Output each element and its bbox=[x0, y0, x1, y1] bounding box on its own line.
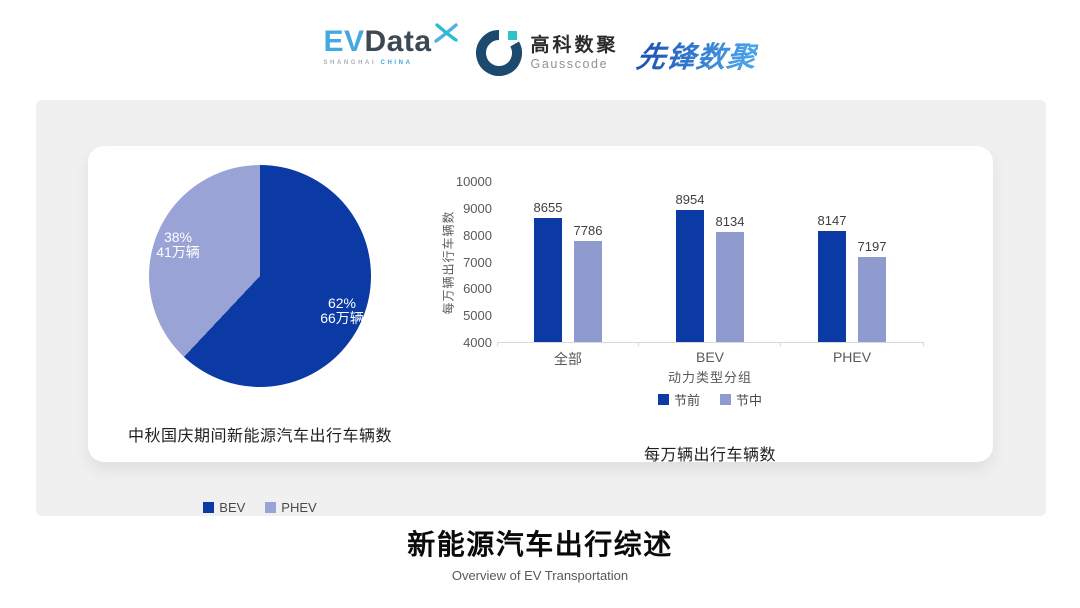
gausscode-logo: 高科数聚 Gausscode bbox=[475, 30, 619, 76]
legend-item-节前: 节前 bbox=[657, 390, 700, 409]
x-axis-tick-mark bbox=[638, 342, 640, 346]
bar-value-label: 8134 bbox=[715, 213, 745, 229]
summary-panel: 38% 41万辆 62% 66万辆 BEV PHEV 中秋国庆期间新能源汽车出行车… bbox=[36, 100, 1046, 516]
legend-label: 节中 bbox=[736, 393, 763, 408]
bar-全部-节中: 7786 bbox=[574, 223, 602, 342]
bar-groups: 8655 7786 全部 8954 8134 BEV 8147 7197 PHEV bbox=[497, 182, 923, 367]
gausscode-name-en: Gausscode bbox=[530, 57, 609, 71]
bar-group-PHEV: 8147 7197 PHEV bbox=[781, 182, 923, 365]
evdata-wordmark: EVData bbox=[323, 26, 431, 58]
y-axis-tick-label: 7000 bbox=[463, 254, 492, 270]
bar-chart-title: 每万辆出行车辆数 bbox=[643, 447, 776, 464]
evdata-x-icon bbox=[433, 23, 458, 43]
y-axis-tick-label: 10000 bbox=[455, 174, 492, 189]
evdata-data-text: Data bbox=[364, 25, 432, 58]
y-axis-tick-label: 5000 bbox=[463, 308, 492, 324]
legend-swatch bbox=[657, 394, 669, 405]
gausscode-name-cn: 高科数聚 bbox=[530, 35, 619, 56]
pie-phev-pct-label: 38% bbox=[163, 229, 193, 245]
legend-item-PHEV: PHEV bbox=[265, 396, 317, 608]
x-axis-tick-mark bbox=[496, 342, 498, 346]
legend-item-BEV: BEV bbox=[203, 396, 245, 608]
bar-chart-block: 每万辆出行车辆数 8655 7786 全部 8954 8134 BEV 8147 7197 PH… bbox=[432, 146, 993, 464]
charts-card: 38% 41万辆 62% 66万辆 BEV PHEV 中秋国庆期间新能源汽车出行车… bbox=[88, 146, 993, 515]
pie-chart-title: 中秋国庆期间新能源汽车出行车辆数 bbox=[127, 428, 392, 445]
evdata-tagline-shanghai: SHANGHAI bbox=[323, 60, 381, 66]
bar-group-全部: 8655 7786 全部 bbox=[497, 182, 639, 367]
gausscode-g-icon bbox=[475, 30, 522, 76]
bar-value-label: 7197 bbox=[857, 238, 887, 254]
legend-swatch bbox=[203, 501, 215, 513]
y-axis-tick-label: 8000 bbox=[463, 227, 492, 243]
xianfeng-logo: 先锋数聚 bbox=[634, 34, 760, 76]
pie-label-bev: 62% 66万辆 bbox=[297, 296, 387, 326]
category-label-PHEV: PHEV bbox=[832, 349, 872, 365]
pie-bev-count-label: 66万辆 bbox=[320, 310, 364, 326]
legend-label: BEV bbox=[219, 499, 246, 515]
pie-legend: BEV PHEV bbox=[88, 396, 432, 608]
page-subtitle: Overview of EV Transportation bbox=[451, 568, 629, 583]
bar-value-label: 7786 bbox=[573, 223, 603, 239]
category-label-BEV: BEV bbox=[695, 349, 724, 365]
evdata-tagline-china: CHINA bbox=[380, 60, 413, 66]
bar-BEV-节中: 8134 bbox=[716, 214, 744, 342]
pie-chart-block: 38% 41万辆 62% 66万辆 BEV PHEV 中秋国庆期间新能源汽车出行车… bbox=[88, 146, 432, 515]
bar-value-label: 8655 bbox=[533, 199, 563, 215]
evdata-ev-text: EV bbox=[323, 25, 365, 58]
legend-swatch bbox=[720, 394, 731, 405]
pie-bev-pct-label: 62% bbox=[327, 295, 357, 311]
evdata-tagline: SHANGHAI CHINA bbox=[323, 60, 431, 66]
pie-graphic bbox=[149, 165, 371, 387]
bar-BEV-节前: 8954 bbox=[676, 192, 704, 342]
bar-x-axis-title: 动力类型分组 bbox=[667, 370, 752, 385]
bar-value-label: 8954 bbox=[675, 191, 705, 207]
bar-value-label: 8147 bbox=[817, 213, 847, 229]
bar-group-BEV: 8954 8134 BEV bbox=[639, 182, 781, 365]
x-axis-tick-mark bbox=[780, 342, 782, 346]
pie-phev-count-label: 41万辆 bbox=[156, 244, 200, 260]
page-title: 新能源汽车出行综述 bbox=[407, 529, 673, 560]
category-label-全部: 全部 bbox=[554, 351, 582, 367]
legend-item-节中: 节中 bbox=[720, 390, 762, 409]
bar-全部-节前: 8655 bbox=[534, 200, 562, 342]
bar-PHEV-节前: 8147 bbox=[818, 213, 846, 342]
gausscode-text: 高科数聚 Gausscode bbox=[531, 35, 619, 71]
pie-label-phev: 38% 41万辆 bbox=[133, 230, 223, 260]
x-axis-tick-mark bbox=[922, 342, 924, 346]
y-axis-tick-label: 4000 bbox=[463, 335, 492, 350]
logo-bar: EVData SHANGHAI CHINA 高科数聚 Gausscode 先锋数… bbox=[0, 23, 1080, 84]
y-axis-tick-label: 6000 bbox=[463, 281, 492, 297]
legend-label: 节前 bbox=[673, 393, 700, 408]
bar-plot-area: 8655 7786 全部 8954 8134 BEV 8147 7197 PHEV bbox=[496, 182, 924, 367]
legend-swatch bbox=[265, 501, 277, 513]
bar-PHEV-节中: 7197 bbox=[858, 239, 886, 342]
evdata-logo: EVData SHANGHAI CHINA bbox=[323, 23, 458, 66]
bar-legend: 节前 节中 bbox=[497, 390, 923, 409]
legend-label: PHEV bbox=[281, 499, 317, 515]
y-axis-tick-label: 9000 bbox=[463, 200, 492, 216]
